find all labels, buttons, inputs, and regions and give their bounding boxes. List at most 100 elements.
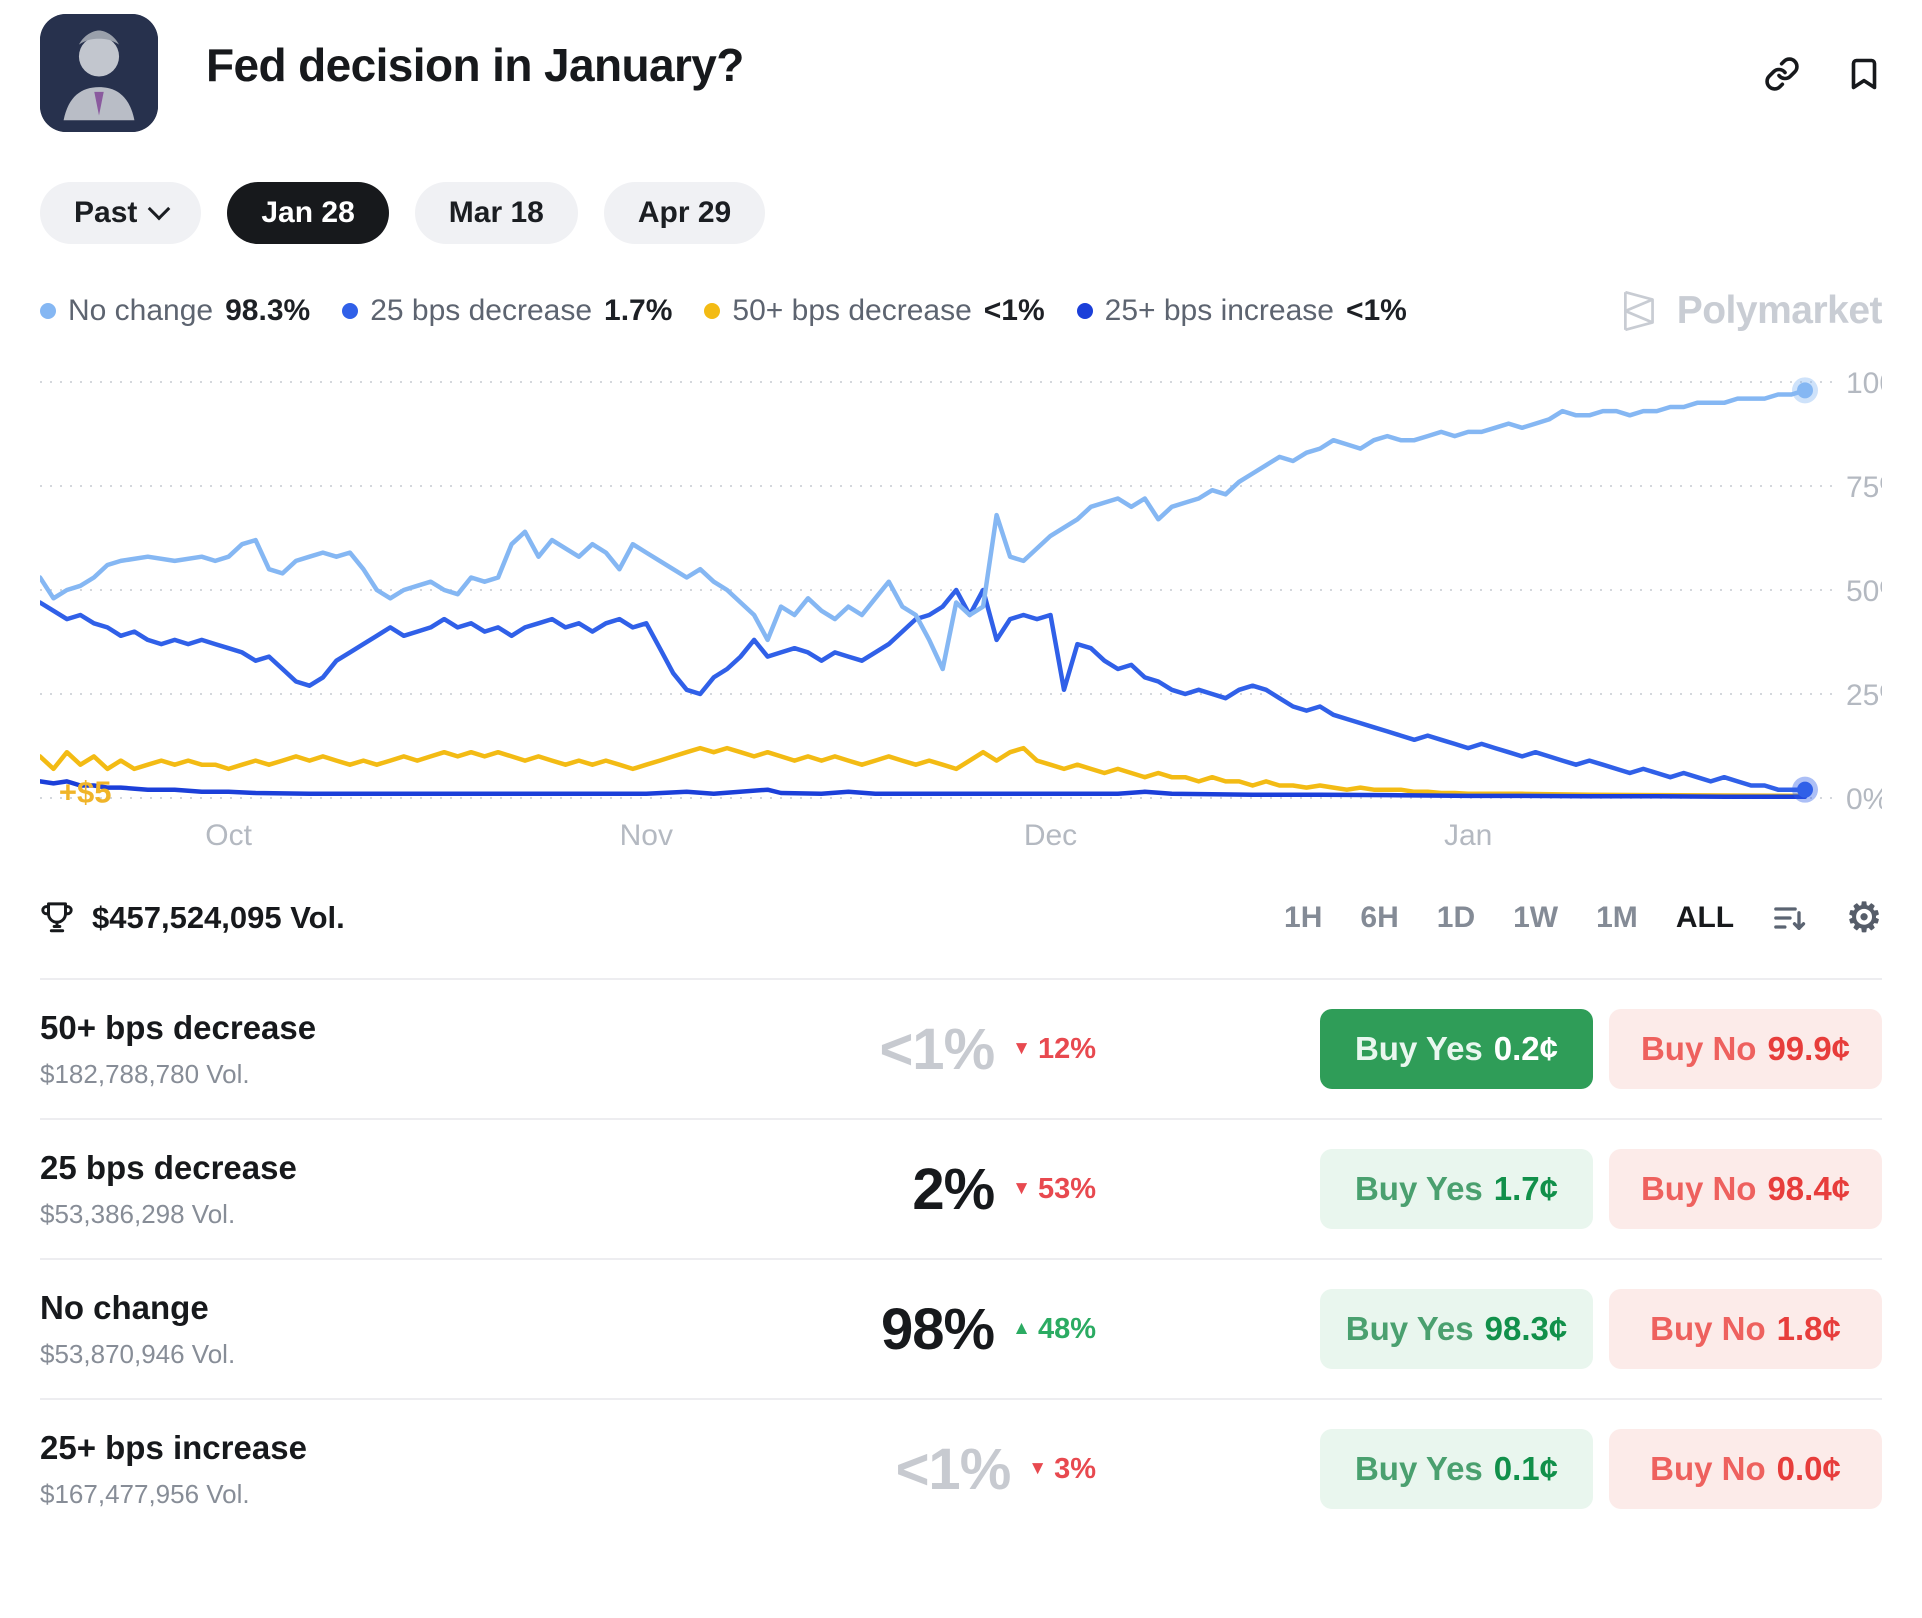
buy-no-button[interactable]: Buy No 98.4¢ — [1609, 1149, 1882, 1229]
x-axis-tick-label: Oct — [205, 819, 252, 852]
outcome-trade-buttons: Buy Yes 98.3¢ Buy No 1.8¢ — [1320, 1289, 1882, 1369]
outcome-percent: <1% — [895, 1436, 1012, 1502]
outcome-percent: <1% — [879, 1016, 995, 1082]
outcome-change: ▼ 3% — [1028, 1453, 1096, 1486]
range-button-1d[interactable]: 1D — [1436, 901, 1476, 934]
time-range-selector: 1H 6H 1D 1W 1M ALL ⚙︎ — [1284, 896, 1882, 940]
bookmark-icon[interactable] — [1846, 56, 1882, 92]
outcome-info: 25 bps decrease $53,386,298 Vol. — [40, 1149, 736, 1230]
y-axis-tick-label: 0% — [1846, 783, 1882, 816]
outcome-change-value: 3% — [1054, 1452, 1096, 1485]
legend-dot-icon — [342, 303, 359, 319]
outcome-trade-buttons: Buy Yes 0.1¢ Buy No 0.0¢ — [1320, 1429, 1882, 1509]
tab-label: Apr 29 — [637, 196, 732, 229]
tab-label: Past — [74, 196, 138, 229]
polymarket-watermark: Polymarket — [1617, 288, 1883, 334]
buy-no-button[interactable]: Buy No 0.0¢ — [1609, 1429, 1882, 1509]
outcome-odds: <1% ▼ 3% — [736, 1436, 1096, 1503]
range-button-1h[interactable]: 1H — [1284, 901, 1323, 934]
tab-jan-28[interactable]: Jan 28 — [227, 182, 389, 244]
outcome-row-no-change: No change $53,870,946 Vol. 98% ▲ 48% Buy Yes 9… — [40, 1258, 1882, 1398]
outcome-change-value: 12% — [1037, 1032, 1096, 1065]
series-end-dot — [1797, 382, 1813, 399]
x-axis-tick-label: Nov — [620, 819, 673, 852]
settings-gear-icon[interactable]: ⚙︎ — [1846, 896, 1882, 940]
chevron-down-icon — [148, 197, 171, 221]
range-button-all[interactable]: ALL — [1675, 901, 1735, 934]
outcome-change: ▼ 12% — [1012, 1033, 1096, 1066]
page-title: Fed decision in January? — [206, 39, 744, 91]
buy-no-price: 98.4¢ — [1767, 1170, 1851, 1207]
legend-dot-icon — [40, 303, 56, 319]
outcome-list: 50+ bps decrease $182,788,780 Vol. <1% ▼ 12%… — [40, 978, 1882, 1538]
buy-yes-label: Buy Yes — [1354, 1450, 1483, 1487]
tab-apr-29[interactable]: Apr 29 — [603, 182, 766, 244]
outcome-row-25-bps-increase: 25+ bps increase $167,477,956 Vol. <1% ▼ 3% B… — [40, 1398, 1882, 1538]
y-axis-tick-label: 75% — [1846, 471, 1882, 504]
outcome-volume: $182,788,780 Vol. — [40, 1058, 250, 1089]
buy-no-button[interactable]: Buy No 99.9¢ — [1609, 1009, 1882, 1089]
legend-label: 25+ bps increase — [1104, 294, 1334, 327]
chart-legend: No change 98.3% 25 bps decrease 1.7% 50+ bps… — [40, 294, 1407, 328]
volume-bar: $457,524,095 Vol. 1H 6H 1D 1W 1M ALL ⚙︎ — [40, 886, 1882, 950]
range-button-1m[interactable]: 1M — [1596, 901, 1638, 934]
outcome-change-value: 53% — [1037, 1172, 1096, 1205]
market-volume: $457,524,095 Vol. — [40, 900, 345, 936]
buy-yes-label: Buy Yes — [1345, 1310, 1474, 1347]
outcome-name: 25+ bps increase — [40, 1428, 307, 1466]
outcome-row-50-bps-decrease: 50+ bps decrease $182,788,780 Vol. <1% ▼ 12%… — [40, 978, 1882, 1118]
series-line-25-bps-decrease — [40, 587, 1808, 792]
tab-mar-18[interactable]: Mar 18 — [414, 182, 578, 244]
buy-yes-button[interactable]: Buy Yes 0.1¢ — [1320, 1429, 1593, 1509]
buy-yes-button[interactable]: Buy Yes 1.7¢ — [1320, 1149, 1593, 1229]
tab-past[interactable]: Past — [40, 182, 202, 244]
buy-no-label: Buy No — [1650, 1450, 1766, 1487]
copy-link-icon[interactable] — [1764, 56, 1800, 92]
legend-value: <1% — [1345, 294, 1407, 327]
x-axis-tick-label: Dec — [1024, 819, 1077, 852]
buy-no-price: 1.8¢ — [1776, 1310, 1841, 1347]
outcome-name: No change — [40, 1288, 209, 1326]
outcome-percent: 2% — [912, 1156, 995, 1222]
outcome-volume: $53,386,298 Vol. — [40, 1198, 236, 1229]
buy-yes-button[interactable]: Buy Yes 98.3¢ — [1320, 1289, 1593, 1369]
legend-value: 98.3% — [225, 294, 311, 327]
market-tabs: Past Jan 28 Mar 18 Apr 29 — [40, 182, 1882, 244]
outcome-info: No change $53,870,946 Vol. — [40, 1289, 736, 1370]
buy-no-button[interactable]: Buy No 1.8¢ — [1609, 1289, 1882, 1369]
outcome-change-value: 48% — [1037, 1312, 1096, 1345]
x-axis-tick-label: Jan — [1444, 819, 1492, 852]
legend-item-no-change: No change 98.3% — [40, 294, 310, 328]
y-axis-tick-label: 25% — [1846, 679, 1882, 712]
tab-label: Jan 28 — [261, 196, 355, 229]
polymarket-logo-icon — [1623, 290, 1654, 332]
buy-no-label: Buy No — [1640, 1170, 1757, 1207]
pnl-annotation: +$5 — [59, 775, 112, 810]
buy-yes-button[interactable]: Buy Yes 0.2¢ — [1320, 1009, 1593, 1089]
buy-yes-label: Buy Yes — [1354, 1030, 1483, 1067]
sort-order-icon[interactable] — [1772, 900, 1808, 936]
range-button-6h[interactable]: 6H — [1360, 901, 1399, 934]
triangle-down-icon: ▼ — [1012, 1178, 1031, 1199]
y-axis-tick-label: 100% — [1846, 367, 1882, 400]
buy-no-label: Buy No — [1640, 1030, 1757, 1067]
buy-yes-price: 0.2¢ — [1493, 1030, 1559, 1067]
tab-label: Mar 18 — [448, 196, 544, 229]
series-line-50-bps-decrease — [40, 745, 1808, 799]
avatar-placeholder-image — [40, 14, 158, 132]
series-line-no-change — [40, 388, 1808, 672]
outcome-odds: <1% ▼ 12% — [736, 1016, 1096, 1083]
legend-item-50-bps-decrease: 50+ bps decrease <1% — [704, 294, 1045, 328]
triangle-down-icon: ▼ — [1028, 1458, 1048, 1479]
buy-no-price: 99.9¢ — [1767, 1030, 1851, 1067]
market-header: Fed decision in January? — [40, 14, 1882, 132]
series-line-25-bps-increase — [40, 779, 1808, 800]
legend-label: 50+ bps decrease — [732, 294, 972, 327]
price-history-chart[interactable]: 100% 75% 50% 25% 0% Oct Nov Dec Jan +$5 — [40, 340, 1882, 860]
range-button-1w[interactable]: 1W — [1513, 901, 1559, 934]
outcome-trade-buttons: Buy Yes 0.2¢ Buy No 99.9¢ — [1320, 1009, 1882, 1089]
legend-item-25-bps-increase: 25+ bps increase <1% — [1076, 294, 1407, 328]
outcome-name: 50+ bps decrease — [40, 1008, 317, 1046]
outcome-volume: $53,870,946 Vol. — [40, 1338, 236, 1369]
